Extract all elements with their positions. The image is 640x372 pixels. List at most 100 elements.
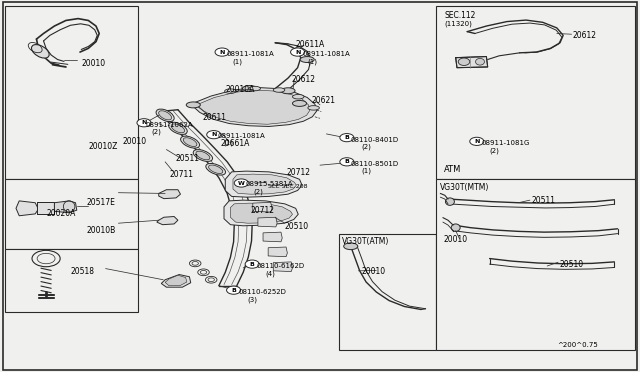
Ellipse shape bbox=[196, 151, 210, 160]
Ellipse shape bbox=[300, 57, 314, 62]
Text: (1): (1) bbox=[362, 168, 372, 174]
Polygon shape bbox=[258, 217, 277, 227]
Polygon shape bbox=[37, 202, 54, 214]
Text: 08110-6252D: 08110-6252D bbox=[238, 289, 286, 295]
Circle shape bbox=[291, 48, 305, 56]
Text: 08110-6162D: 08110-6162D bbox=[257, 263, 305, 269]
Polygon shape bbox=[224, 200, 298, 226]
Text: 20010Z: 20010Z bbox=[88, 142, 118, 151]
Polygon shape bbox=[253, 202, 272, 212]
Text: (1): (1) bbox=[232, 58, 243, 65]
Ellipse shape bbox=[186, 102, 200, 108]
Text: (2): (2) bbox=[489, 147, 499, 154]
Text: (2): (2) bbox=[152, 129, 161, 135]
Text: 20518: 20518 bbox=[70, 267, 95, 276]
Text: 08911-1081G: 08911-1081G bbox=[481, 140, 530, 146]
Text: 08911-1081A: 08911-1081A bbox=[302, 51, 350, 57]
Polygon shape bbox=[161, 275, 191, 287]
Text: B: B bbox=[344, 135, 349, 140]
Text: 20510: 20510 bbox=[285, 222, 309, 231]
Circle shape bbox=[227, 286, 241, 294]
Ellipse shape bbox=[243, 86, 257, 92]
Text: 08110-8501D: 08110-8501D bbox=[351, 161, 399, 167]
Text: SEC.112: SEC.112 bbox=[445, 11, 476, 20]
Polygon shape bbox=[16, 201, 38, 216]
Polygon shape bbox=[233, 174, 296, 194]
Polygon shape bbox=[159, 190, 180, 199]
Text: (3): (3) bbox=[247, 296, 257, 303]
FancyBboxPatch shape bbox=[436, 6, 635, 179]
FancyBboxPatch shape bbox=[3, 2, 637, 370]
Text: SEE SEC.208: SEE SEC.208 bbox=[268, 183, 307, 189]
Polygon shape bbox=[268, 247, 287, 257]
Text: 20511: 20511 bbox=[176, 154, 200, 163]
Ellipse shape bbox=[476, 58, 484, 65]
Ellipse shape bbox=[159, 111, 172, 120]
Text: 20010: 20010 bbox=[362, 267, 386, 276]
Text: 20020A: 20020A bbox=[46, 209, 76, 218]
Text: 20621: 20621 bbox=[312, 96, 336, 105]
Ellipse shape bbox=[445, 198, 454, 205]
Polygon shape bbox=[456, 57, 488, 68]
Text: 08911-1062A: 08911-1062A bbox=[146, 122, 193, 128]
Text: 08911-1081A: 08911-1081A bbox=[218, 133, 266, 139]
Text: 20010A: 20010A bbox=[225, 85, 255, 94]
Ellipse shape bbox=[273, 88, 285, 92]
Text: VG30T(ATM): VG30T(ATM) bbox=[342, 237, 390, 246]
Text: N: N bbox=[211, 132, 216, 137]
FancyBboxPatch shape bbox=[339, 234, 436, 350]
Circle shape bbox=[340, 134, 354, 142]
Ellipse shape bbox=[180, 136, 200, 148]
Text: (2): (2) bbox=[362, 144, 371, 150]
Text: N: N bbox=[141, 120, 147, 125]
Text: (1): (1) bbox=[223, 140, 234, 147]
Polygon shape bbox=[230, 203, 292, 223]
Ellipse shape bbox=[451, 224, 460, 231]
Text: 20612: 20612 bbox=[291, 76, 315, 84]
Text: B: B bbox=[344, 159, 349, 164]
Text: VG30T(MTM): VG30T(MTM) bbox=[440, 183, 490, 192]
Circle shape bbox=[207, 131, 221, 139]
Polygon shape bbox=[165, 275, 187, 286]
FancyBboxPatch shape bbox=[436, 179, 635, 350]
Circle shape bbox=[215, 48, 229, 56]
Circle shape bbox=[234, 179, 248, 187]
Polygon shape bbox=[273, 262, 292, 272]
Ellipse shape bbox=[209, 165, 223, 173]
Ellipse shape bbox=[31, 45, 49, 58]
Text: 20010: 20010 bbox=[82, 59, 106, 68]
Polygon shape bbox=[157, 217, 178, 225]
Ellipse shape bbox=[458, 58, 470, 65]
Polygon shape bbox=[225, 171, 302, 197]
Ellipse shape bbox=[172, 124, 184, 133]
Circle shape bbox=[340, 158, 354, 166]
Text: ATM: ATM bbox=[444, 165, 461, 174]
Ellipse shape bbox=[308, 106, 319, 110]
Text: 20712: 20712 bbox=[287, 169, 311, 177]
Text: B: B bbox=[250, 262, 255, 267]
Ellipse shape bbox=[249, 86, 260, 91]
Text: 20010: 20010 bbox=[444, 235, 468, 244]
Text: N: N bbox=[474, 139, 479, 144]
Text: 20511: 20511 bbox=[531, 196, 555, 205]
Polygon shape bbox=[198, 90, 310, 124]
Text: 20611A: 20611A bbox=[296, 40, 325, 49]
Text: 20510: 20510 bbox=[560, 260, 584, 269]
Circle shape bbox=[470, 137, 484, 145]
Text: 20612: 20612 bbox=[573, 31, 596, 40]
FancyBboxPatch shape bbox=[5, 249, 138, 312]
Text: N: N bbox=[295, 49, 300, 55]
Ellipse shape bbox=[292, 100, 307, 106]
Text: (4): (4) bbox=[266, 270, 275, 277]
Ellipse shape bbox=[344, 243, 358, 250]
Ellipse shape bbox=[206, 163, 225, 175]
Ellipse shape bbox=[225, 89, 236, 93]
Text: 20712: 20712 bbox=[251, 206, 275, 215]
Ellipse shape bbox=[183, 138, 197, 147]
Polygon shape bbox=[263, 232, 282, 242]
Text: ^200^0.75: ^200^0.75 bbox=[557, 342, 598, 348]
Ellipse shape bbox=[156, 109, 174, 122]
Text: 08915-5381A: 08915-5381A bbox=[246, 181, 293, 187]
FancyBboxPatch shape bbox=[5, 6, 138, 179]
Text: 20517E: 20517E bbox=[86, 198, 115, 207]
